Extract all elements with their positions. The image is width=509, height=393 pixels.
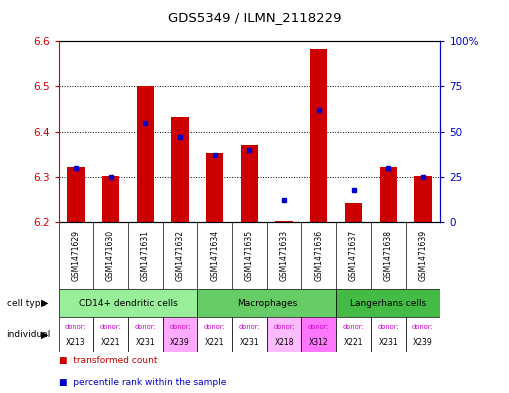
Text: donor:: donor: [343,324,364,330]
Text: X239: X239 [413,338,433,347]
Text: GSM1471637: GSM1471637 [349,230,358,281]
Text: donor:: donor: [169,324,191,330]
Bar [67,167,84,222]
Bar [371,317,406,352]
Text: GSM1471635: GSM1471635 [245,230,254,281]
Bar [93,317,128,352]
Text: donor:: donor: [204,324,225,330]
Text: GSM1471633: GSM1471633 [279,230,289,281]
Text: donor:: donor: [308,324,330,330]
Text: X221: X221 [205,338,224,347]
Text: donor:: donor: [273,324,295,330]
Text: donor:: donor: [377,324,399,330]
Text: donor:: donor: [134,324,156,330]
Text: GDS5349 / ILMN_2118229: GDS5349 / ILMN_2118229 [168,11,341,24]
Text: X231: X231 [135,338,155,347]
Bar [301,317,336,352]
Text: donor:: donor: [100,324,122,330]
Bar [336,289,440,317]
Text: ▶: ▶ [41,329,48,340]
Text: X221: X221 [101,338,120,347]
Bar [275,221,293,222]
Bar [232,317,267,352]
Text: cell type: cell type [7,299,46,307]
Text: individual: individual [7,330,51,339]
Bar [267,317,301,352]
Text: X221: X221 [344,338,363,347]
Text: ▶: ▶ [41,298,48,308]
Bar [197,289,336,317]
Bar [102,176,119,222]
Bar [172,117,189,222]
Bar [206,153,223,222]
Bar [414,176,432,222]
Text: X231: X231 [378,338,398,347]
Text: ■  transformed count: ■ transformed count [59,356,157,365]
Text: X218: X218 [274,338,294,347]
Bar [197,317,232,352]
Text: X239: X239 [170,338,190,347]
Bar [59,317,93,352]
Bar [406,317,440,352]
Bar [345,203,362,222]
Text: ■  percentile rank within the sample: ■ percentile rank within the sample [59,378,226,387]
Text: Macrophages: Macrophages [237,299,297,307]
Bar [310,50,327,222]
Text: GSM1471630: GSM1471630 [106,230,115,281]
Bar [163,317,197,352]
Text: GSM1471634: GSM1471634 [210,230,219,281]
Bar [241,145,258,222]
Text: GSM1471629: GSM1471629 [71,230,80,281]
Text: X312: X312 [309,338,329,347]
Bar [380,167,397,222]
Text: donor:: donor: [239,324,260,330]
Text: donor:: donor: [412,324,434,330]
Bar [136,86,154,222]
Text: X231: X231 [240,338,259,347]
Text: CD14+ dendritic cells: CD14+ dendritic cells [78,299,177,307]
Text: X213: X213 [66,338,86,347]
Bar [336,317,371,352]
Text: GSM1471636: GSM1471636 [315,230,323,281]
Text: GSM1471631: GSM1471631 [141,230,150,281]
Text: GSM1471632: GSM1471632 [176,230,184,281]
Text: GSM1471638: GSM1471638 [384,230,393,281]
Text: donor:: donor: [65,324,87,330]
Bar [59,289,197,317]
Text: Langerhans cells: Langerhans cells [350,299,427,307]
Bar [128,317,163,352]
Text: GSM1471639: GSM1471639 [418,230,428,281]
